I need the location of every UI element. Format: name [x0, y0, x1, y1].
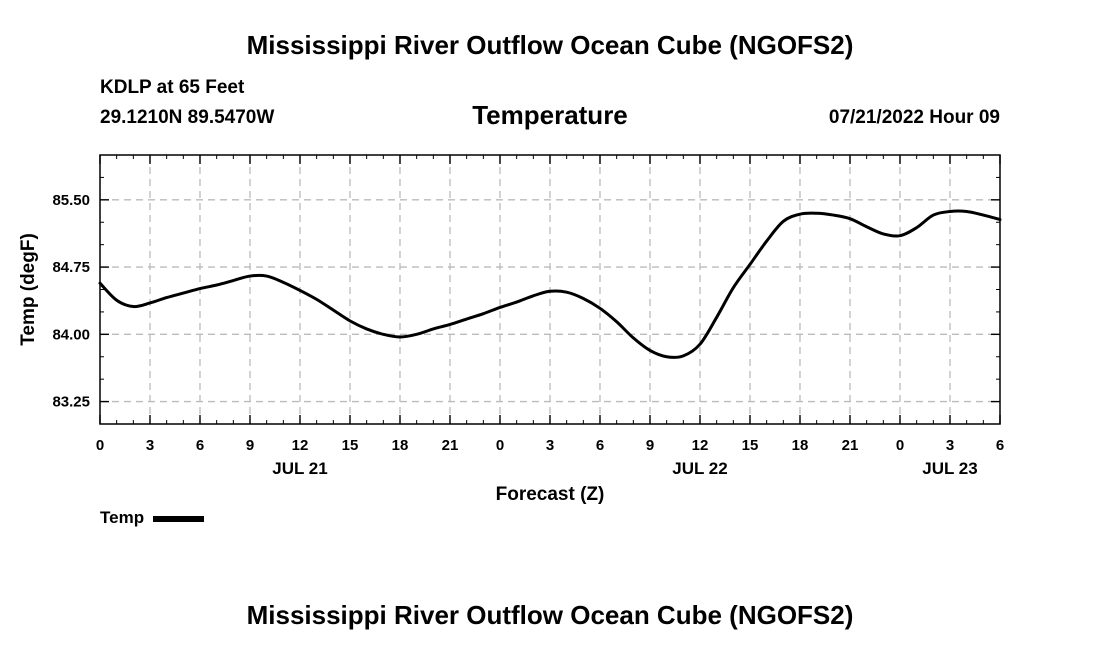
legend-swatch — [153, 516, 205, 522]
x-tick-label: 6 — [596, 437, 604, 454]
x-tick-label: 18 — [792, 437, 809, 454]
x-tick-label: 21 — [442, 437, 459, 454]
station-label: KDLP at 65 Feet — [100, 77, 245, 98]
y-tick-label: 84.75 — [52, 259, 90, 276]
x-tick-label: 9 — [246, 437, 254, 454]
date-label: JUL 23 — [922, 459, 977, 478]
x-tick-label: 3 — [946, 437, 954, 454]
date-label: JUL 22 — [672, 459, 727, 478]
x-tick-label: 6 — [196, 437, 204, 454]
series-line-temp — [98, 209, 1002, 359]
chart-subtitle: Temperature — [472, 100, 628, 130]
legend: Temp — [100, 508, 205, 528]
x-axis-label: Forecast (Z) — [496, 484, 605, 505]
x-tick-label: 6 — [996, 437, 1004, 454]
y-tick-label: 84.00 — [52, 326, 90, 343]
x-tick-label: 0 — [96, 437, 104, 454]
x-tick-label: 15 — [342, 437, 359, 454]
x-tick-label: 12 — [292, 437, 309, 454]
y-axis-label: Temp (degF) — [18, 233, 39, 346]
x-tick-label: 0 — [896, 437, 904, 454]
station-coordinates: 29.1210N 89.5470W — [100, 107, 275, 128]
footer-title: Mississippi River Outflow Ocean Cube (NG… — [246, 600, 854, 630]
x-tick-label: 3 — [146, 437, 154, 454]
legend-label: Temp — [100, 508, 145, 527]
y-tick-label: 83.25 — [52, 394, 90, 411]
x-tick-label: 9 — [646, 437, 654, 454]
x-tick-label: 18 — [392, 437, 409, 454]
x-tick-label: 0 — [496, 437, 504, 454]
page-title: Mississippi River Outflow Ocean Cube (NG… — [246, 30, 854, 60]
forecast-datetime: 07/21/2022 Hour 09 — [828, 107, 1000, 128]
x-tick-label: 15 — [742, 437, 759, 454]
x-tick-label: 21 — [842, 437, 859, 454]
y-tick-label: 85.50 — [52, 192, 90, 209]
date-label: JUL 21 — [272, 459, 327, 478]
x-tick-label: 3 — [546, 437, 554, 454]
x-tick-label: 12 — [692, 437, 709, 454]
